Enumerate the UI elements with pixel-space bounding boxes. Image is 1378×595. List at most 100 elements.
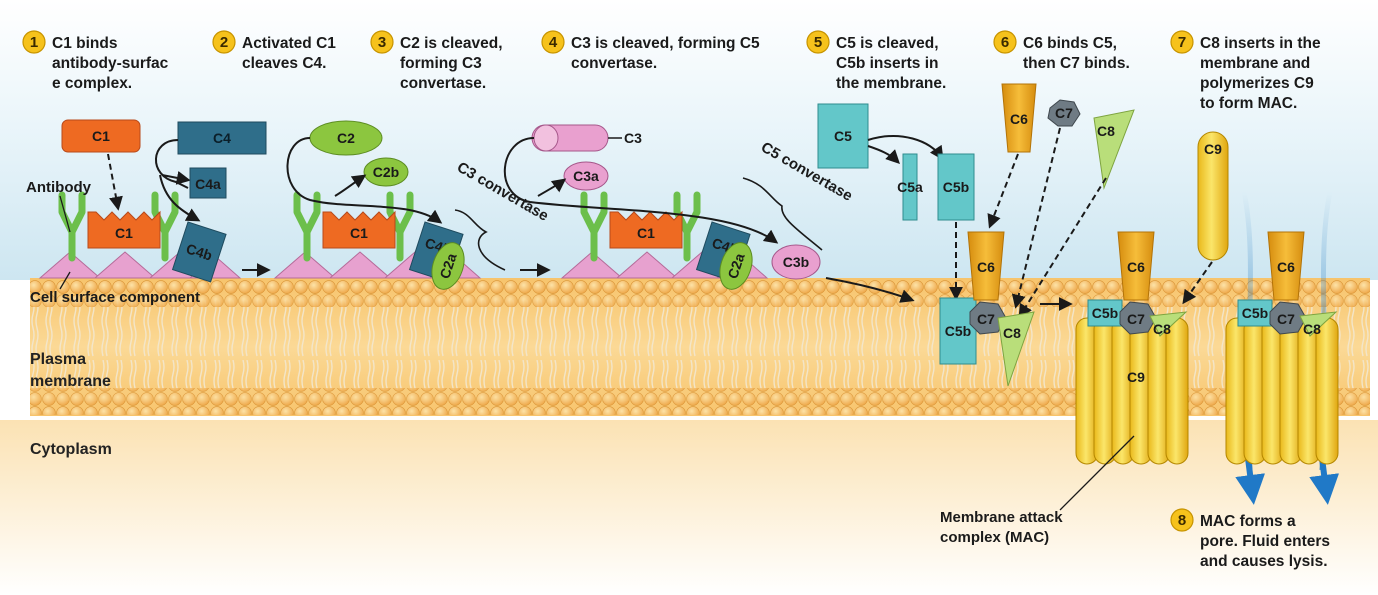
c1-bound: C1 (609, 210, 683, 249)
c2a-label: C2a (436, 251, 459, 281)
step-2: 2 Activated C1 cleaves C4. (212, 30, 336, 72)
c7-label: C7 (1055, 105, 1073, 121)
c6-bound: C6 (967, 231, 1005, 301)
c5-cleavage-arrow (867, 135, 944, 161)
cell-surface-component-label: Cell surface component (30, 289, 200, 306)
c5b-inserted: C5b (939, 297, 977, 365)
panel-5: C5 C5a C5b C6 C7 C8 (817, 83, 1135, 387)
plasma-membrane-label: Plasma (30, 351, 86, 368)
c7-bound: C7 (969, 301, 1007, 335)
c6-binding-arrow (987, 153, 1019, 229)
c2-label: C2 (337, 130, 355, 146)
c2b: C2b (363, 157, 409, 187)
c4b-binding-arrow (159, 174, 201, 222)
step-text: MAC forms a (1200, 513, 1296, 530)
c2-cleavage-arrow (286, 137, 443, 224)
c6-label: C6 (1127, 259, 1145, 275)
c5a-release-arrow (867, 145, 900, 164)
c6-label: C6 (977, 259, 995, 275)
step-badge (993, 30, 1017, 54)
step-6: 6 C6 binds C5, then C7 binds. (993, 30, 1130, 72)
plasma-membrane-label: membrane (30, 373, 111, 390)
c7-binding-arrow (1011, 127, 1061, 309)
c8-label: C8 (1153, 321, 1171, 337)
step-7: 7 C8 inserts in the membrane and polymer… (1170, 30, 1321, 112)
step-8: 8 MAC forms a pore. Fluid enters and cau… (1170, 508, 1330, 570)
c6-mac: C6 (1267, 231, 1305, 301)
c3-label: C3 (624, 130, 642, 146)
c6-mac: C6 (1117, 231, 1155, 301)
c9-free: C9 (1197, 131, 1229, 261)
step-text: forming C3 (400, 55, 482, 72)
fluid-out-arrow (1235, 457, 1266, 505)
c3b-label: C3b (783, 254, 809, 270)
step-number: 3 (378, 34, 386, 51)
c5b-mac: C5b (1087, 299, 1123, 327)
step-text: convertase. (400, 75, 486, 92)
step-4: 4 C3 is cleaved, forming C5 convertase. (541, 30, 760, 72)
c8-mac: C8 (1299, 311, 1338, 337)
c5b-label: C5b (943, 179, 969, 195)
c5-convertase-bracket (742, 177, 823, 251)
panel-7: C9 C5b C6 C7 C8 C9 Membrane attack compl… (940, 131, 1229, 546)
panel-1: C1 C1 C4 C4a C4b Antibody Cell surface c… (26, 119, 267, 306)
c3b: C3b (771, 244, 821, 280)
c4-cleavage-path (155, 139, 189, 189)
c9-pore (1225, 317, 1339, 465)
step-badge (541, 30, 565, 54)
step-badge (370, 30, 394, 54)
step-number: 2 (220, 34, 228, 51)
c9-label: C9 (1127, 369, 1145, 385)
c7-mac: C7 (1119, 301, 1157, 335)
inner-lipid-heads (30, 401, 1370, 415)
c1-label: C1 (115, 225, 133, 241)
cytoplasm-label: Cytoplasm (30, 441, 112, 458)
step-text: C8 inserts in the (1200, 35, 1321, 52)
outer-lipid-heads (30, 280, 1370, 294)
antibody-label: Antibody (26, 179, 92, 196)
c2a-label: C2a (724, 251, 747, 281)
c9-polymerize-arrow (1182, 261, 1213, 305)
step-badge (806, 30, 830, 54)
c9-pore: C9 (1075, 317, 1189, 465)
c4a-label: C4a (195, 176, 221, 192)
c1-free: C1 (61, 119, 141, 153)
c4a: C4a (189, 167, 227, 199)
c4a-release-arrow (161, 171, 191, 185)
c8-label: C8 (1303, 321, 1321, 337)
step-number: 5 (814, 34, 822, 51)
c7-label: C7 (977, 311, 995, 327)
c3: C3 (531, 124, 642, 152)
c8-mac: C8 (1149, 311, 1188, 337)
c3a: C3a (563, 161, 609, 191)
c2a: C2a (431, 242, 465, 290)
step-text: e complex. (52, 75, 132, 92)
c3-cleavage-arrow (504, 137, 779, 244)
c4-label: C4 (213, 130, 231, 146)
c5b: C5b (937, 153, 975, 221)
step-text: antibody-surfac (52, 55, 169, 72)
step-text: then C7 binds. (1023, 55, 1130, 72)
c4b-label: C4b (184, 240, 214, 263)
c7-free: C7 (1047, 99, 1081, 127)
step-text: C1 binds (52, 35, 117, 52)
c7-label: C7 (1127, 311, 1145, 327)
c5b-mac: C5b (1237, 299, 1273, 327)
mac-label: complex (MAC) (940, 529, 1049, 546)
c5-label: C5 (834, 128, 852, 144)
mac-label: Membrane attack (940, 509, 1063, 526)
c5b-label: C5b (945, 323, 971, 339)
step-text: pore. Fluid enters (1200, 533, 1330, 550)
step-text: C2 is cleaved, (400, 35, 503, 52)
c2b-label: C2b (373, 164, 399, 180)
c1-label: C1 (92, 128, 110, 144)
step-text: C6 binds C5, (1023, 35, 1117, 52)
step-badge (212, 30, 236, 54)
c2a: C2a (719, 242, 753, 290)
c1-binding-arrow (107, 153, 123, 211)
step-text: C5b inserts in (836, 55, 939, 72)
c5b-label: C5b (1242, 305, 1268, 321)
mac-leader-line (1059, 435, 1135, 511)
step-1: 1 C1 binds antibody-surfac e complex. (22, 30, 169, 92)
c8-label: C8 (1097, 123, 1115, 139)
